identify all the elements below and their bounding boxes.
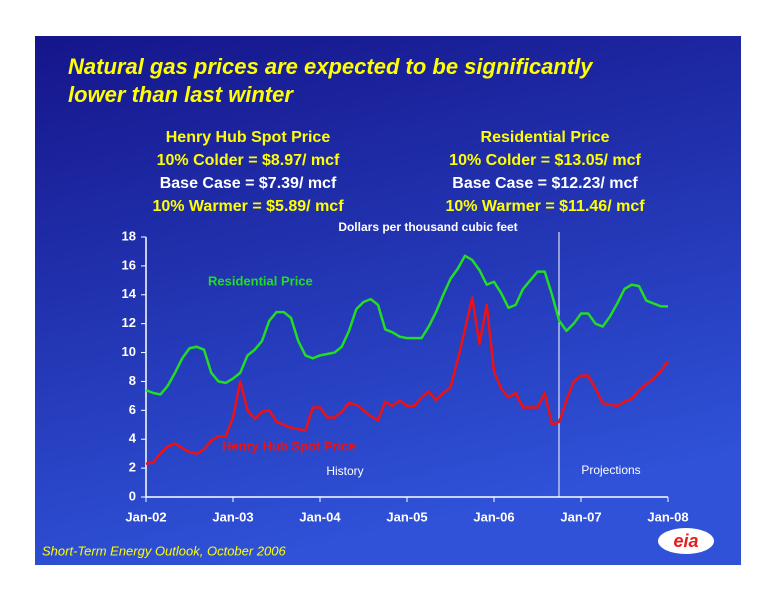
scenario-line: 10% Warmer = $11.46/ mcf <box>445 198 645 215</box>
x-tick-label: Jan-08 <box>647 509 688 524</box>
x-tick-label: Jan-03 <box>212 509 253 524</box>
y-tick-label: 18 <box>122 228 136 243</box>
scenario-line: 10% Colder = $8.97/ mcf <box>157 152 340 169</box>
series-label: Henry Hub Spot Price <box>222 438 356 453</box>
logo-badge <box>658 528 714 554</box>
logo: eia <box>673 531 698 551</box>
slide-background <box>35 36 741 565</box>
y-tick-label: 0 <box>129 488 136 503</box>
x-tick-label: Jan-06 <box>473 509 514 524</box>
x-tick-label: Jan-04 <box>299 509 341 524</box>
title-line: lower than last winter <box>68 82 294 107</box>
series-line <box>145 254 668 396</box>
x-tick-label: Jan-05 <box>386 509 427 524</box>
x-tick-label: Jan-02 <box>125 509 166 524</box>
scenario-line: 10% Warmer = $5.89/ mcf <box>152 198 344 215</box>
annotation: History <box>326 464 363 478</box>
y-tick-label: 2 <box>129 460 136 475</box>
annotation: Projections <box>581 463 640 477</box>
y-tick-label: 14 <box>122 286 137 301</box>
title-line: Natural gas prices are expected to be si… <box>68 54 594 79</box>
scenario-line: 10% Colder = $13.05/ mcf <box>449 152 641 169</box>
series-label: Residential Price <box>208 273 313 288</box>
series-line <box>145 296 670 466</box>
y-axis-label: Dollars per thousand cubic feet <box>338 220 517 234</box>
y-tick-label: 4 <box>129 431 137 446</box>
scenario-heading: Henry Hub Spot Price <box>166 129 331 146</box>
y-tick-label: 8 <box>129 373 136 388</box>
scenario-line: Base Case = $12.23/ mcf <box>452 175 638 192</box>
y-tick-label: 12 <box>122 315 136 330</box>
y-tick-label: 6 <box>129 402 136 417</box>
x-tick-label: Jan-07 <box>560 509 601 524</box>
y-tick-label: 10 <box>122 344 136 359</box>
y-tick-label: 16 <box>122 257 136 272</box>
source: Short-Term Energy Outlook, October 2006 <box>42 543 287 558</box>
scenario-heading: Residential Price <box>481 129 610 146</box>
scenario-line: Base Case = $7.39/ mcf <box>160 175 337 192</box>
